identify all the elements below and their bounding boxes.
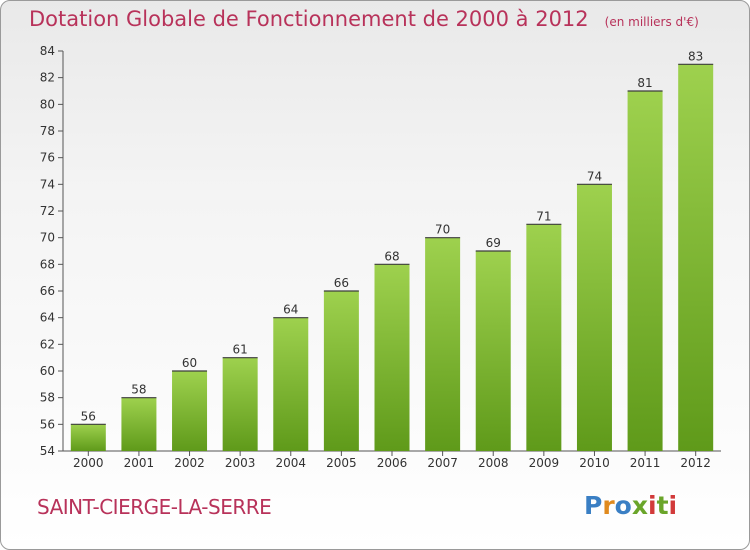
x-tick-label: 2012 xyxy=(680,456,711,470)
x-tick-label: 2006 xyxy=(377,456,408,470)
data-label: 66 xyxy=(334,276,349,290)
data-label: 58 xyxy=(131,383,146,397)
x-tick-label: 2000 xyxy=(73,456,104,470)
x-tick-label: 2011 xyxy=(630,456,661,470)
y-tick-label: 64 xyxy=(40,311,55,325)
chart-unit: (en milliers d'€) xyxy=(604,15,699,29)
logo-letter: P xyxy=(584,491,603,520)
y-tick-label: 78 xyxy=(40,124,55,138)
bar-2005 xyxy=(323,291,359,451)
y-tick-label: 56 xyxy=(40,417,55,431)
y-tick-label: 82 xyxy=(40,71,55,85)
data-label: 56 xyxy=(81,409,96,423)
y-tick-label: 84 xyxy=(40,44,55,58)
y-tick-label: 68 xyxy=(40,257,55,271)
x-tick-label: 2002 xyxy=(174,456,205,470)
x-tick-label: 2009 xyxy=(529,456,560,470)
bar-2003 xyxy=(222,357,258,451)
bar-2011 xyxy=(627,91,663,451)
x-tick-label: 2010 xyxy=(579,456,610,470)
x-tick-label: 2007 xyxy=(427,456,458,470)
chart-title: Dotation Globale de Fonctionnement de 20… xyxy=(29,7,589,31)
logo-letter: x xyxy=(631,491,648,520)
bar-2007 xyxy=(425,237,461,451)
logo-letter: o xyxy=(614,491,632,520)
x-tick-label: 2005 xyxy=(326,456,357,470)
data-label: 70 xyxy=(435,223,450,237)
y-tick-label: 72 xyxy=(40,204,55,218)
x-tick-label: 2001 xyxy=(124,456,155,470)
logo-letter: i xyxy=(668,491,678,520)
data-label: 71 xyxy=(536,209,551,223)
chart-title-block: Dotation Globale de Fonctionnement de 20… xyxy=(29,7,699,31)
y-tick-label: 66 xyxy=(40,284,55,298)
data-label: 60 xyxy=(182,356,197,370)
data-label: 81 xyxy=(637,76,652,90)
data-label: 74 xyxy=(587,169,602,183)
commune-name: SAINT-CIERGE-LA-SERRE xyxy=(37,495,272,519)
y-tick-label: 74 xyxy=(40,177,55,191)
y-tick-label: 80 xyxy=(40,97,55,111)
x-tick-label: 2004 xyxy=(275,456,306,470)
axes: 54 56 58 60 62 64 66 68 70 72 74 76 78 80 82 84 2000 2001… xyxy=(40,44,721,470)
proxiti-logo: Proxiti xyxy=(584,491,677,520)
data-label: 83 xyxy=(688,49,703,63)
logo-letter: i xyxy=(648,491,657,520)
y-tick-label: 76 xyxy=(40,151,55,165)
bar-2012 xyxy=(678,64,714,452)
bar-2006 xyxy=(374,264,410,451)
logo-letter: t xyxy=(656,491,669,520)
y-tick-label: 62 xyxy=(40,337,55,351)
y-tick-label: 60 xyxy=(40,364,55,378)
y-tick-label: 70 xyxy=(40,231,55,245)
data-label: 69 xyxy=(486,236,501,250)
x-tick-label: 2008 xyxy=(478,456,509,470)
bar-2009 xyxy=(526,224,562,451)
bars: 56 58 60 61 64 66 68 70 69 71 74 81 83 xyxy=(70,49,714,452)
bar-2001 xyxy=(121,397,157,451)
logo-letter: r xyxy=(602,491,615,520)
bar-2002 xyxy=(172,371,208,451)
x-tick-label: 2003 xyxy=(225,456,256,470)
y-tick-label: 54 xyxy=(40,444,55,458)
y-tick-label: 58 xyxy=(40,391,55,405)
data-label: 64 xyxy=(283,303,298,317)
bar-2004 xyxy=(273,317,309,451)
data-label: 61 xyxy=(233,343,248,357)
bar-2000 xyxy=(70,424,106,451)
bar-2010 xyxy=(576,184,612,452)
bar-2008 xyxy=(475,251,511,451)
data-label: 68 xyxy=(384,249,399,263)
